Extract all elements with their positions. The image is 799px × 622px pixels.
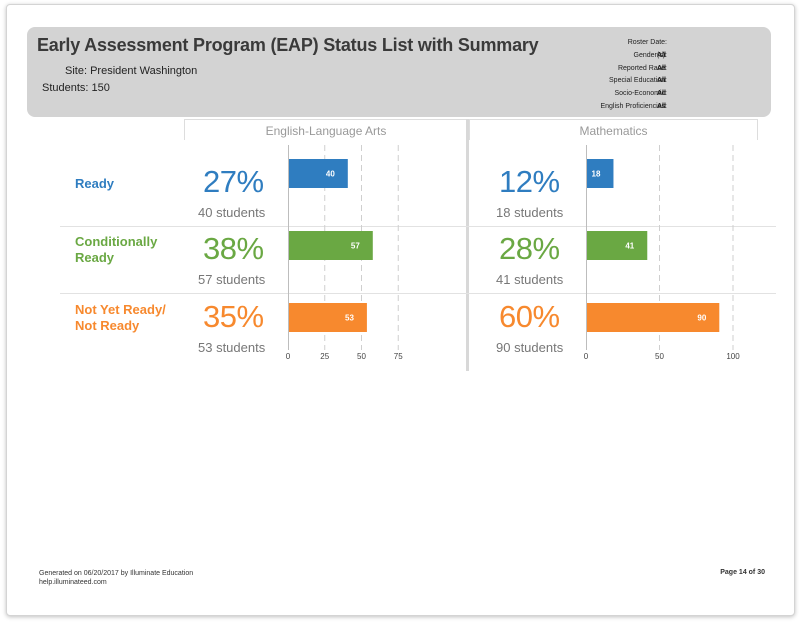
ela-tick-label: 50 [357, 352, 366, 361]
category-ready: Ready [75, 176, 114, 192]
ela-ready-percent: 27% [203, 164, 264, 199]
ela-tick-label: 75 [394, 352, 403, 361]
column-header-math: Mathematics [469, 119, 758, 140]
math-ready-count: 18 students [496, 205, 564, 220]
ela-bar [289, 231, 373, 260]
math-bar-chart: 0 50 100 18 41 90 [584, 145, 740, 361]
filter-label: Gender(s): [633, 51, 667, 59]
column-header-ela: English-Language Arts [184, 119, 468, 140]
category-label: Not Ready [75, 318, 140, 333]
math-tick-label: 100 [726, 352, 740, 361]
ela-conditional-percent: 38% [203, 231, 264, 266]
report-title: Early Assessment Program (EAP) Status Li… [37, 35, 539, 55]
filter-label: Reported Race: [617, 64, 667, 72]
math-conditional-percent: 28% [499, 231, 560, 266]
math-bar [587, 159, 614, 188]
ela-conditional-count: 57 students [198, 272, 266, 287]
math-bar-label: 18 [592, 170, 601, 179]
filter-value: All [657, 77, 666, 85]
filter-label: English Proficiencies: [600, 102, 667, 110]
math-not-ready-count: 90 students [496, 340, 564, 355]
filter-value: All [657, 64, 666, 72]
math-conditional-count: 41 students [496, 272, 564, 287]
category-label: Conditionally [75, 234, 158, 249]
ela-bar-label: 53 [345, 314, 354, 323]
category-label: Ready [75, 176, 115, 191]
ela-bar-label: 57 [351, 242, 360, 251]
filter-value: All [657, 90, 666, 98]
category-label: Not Yet Ready/ [75, 302, 166, 317]
filter-value: All [657, 51, 666, 59]
filter-labels: Roster Date: Gender(s): Reported Race: S… [467, 37, 667, 114]
ela-not-ready-percent: 35% [203, 299, 264, 334]
math-bar-label: 41 [625, 242, 634, 251]
ela-bar-label: 40 [326, 170, 335, 179]
footer-info: Generated on 06/20/2017 by Illuminate Ed… [39, 569, 193, 587]
filter-label: Socio-Economic: [614, 90, 667, 98]
math-bar [587, 231, 648, 260]
row-divider [60, 293, 776, 294]
ela-tick-label: 0 [286, 352, 291, 361]
help-link[interactable]: help.illuminateed.com [39, 579, 107, 586]
category-not-ready: Not Yet Ready/ Not Ready [75, 302, 166, 334]
filter-label: Special Education: [609, 77, 667, 85]
math-tick-label: 50 [655, 352, 664, 361]
math-bar-label: 90 [697, 314, 706, 323]
site-info: Site: President Washington [65, 65, 197, 77]
students-label: Students: [42, 82, 89, 94]
ela-ready-count: 40 students [198, 205, 266, 220]
column-divider [466, 119, 469, 371]
filter-value: All [657, 102, 666, 110]
math-tick-label: 0 [584, 352, 589, 361]
math-bar [587, 303, 720, 332]
site-value: President Washington [90, 65, 198, 77]
filter-label: Roster Date: [627, 39, 667, 46]
students-value: 150 [91, 82, 110, 94]
generated-text: Generated on 06/20/2017 by Illuminate Ed… [39, 570, 194, 577]
report-header: Early Assessment Program (EAP) Status Li… [27, 27, 771, 117]
ela-tick-label: 25 [320, 352, 329, 361]
site-label: Site: [65, 65, 88, 77]
ela-bar [289, 159, 348, 188]
ela-not-ready-count: 53 students [198, 340, 266, 355]
ela-bar [289, 303, 367, 332]
ela-bar-chart: 0 25 50 75 40 57 53 [286, 145, 403, 361]
category-label: Ready [75, 250, 115, 265]
math-not-ready-percent: 60% [499, 299, 560, 334]
category-conditionally-ready: Conditionally Ready [75, 234, 157, 266]
math-ready-percent: 12% [499, 164, 560, 199]
row-divider [60, 226, 776, 227]
filter-value [657, 37, 666, 50]
page-number: Page 14 of 30 [720, 569, 765, 576]
filter-values: All All All All All [657, 37, 666, 114]
students-info: Students: 150 [42, 82, 110, 94]
